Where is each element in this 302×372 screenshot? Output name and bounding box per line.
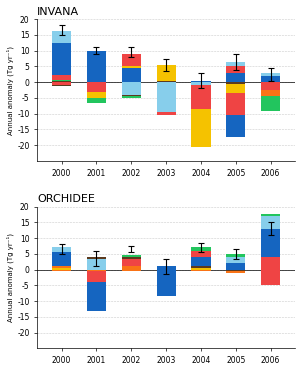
Bar [226, 62, 246, 67]
Bar [191, 251, 210, 257]
Bar [122, 270, 141, 271]
Bar [226, 82, 246, 84]
Bar [122, 54, 141, 67]
Bar [261, 216, 280, 228]
Bar [87, 259, 106, 270]
Bar [191, 268, 210, 270]
Bar [122, 259, 141, 266]
Bar [226, 271, 246, 273]
Y-axis label: Annual anomaly (Tg yr⁻¹): Annual anomaly (Tg yr⁻¹) [7, 233, 14, 322]
Bar [191, 247, 210, 251]
Bar [226, 257, 246, 263]
Bar [87, 270, 106, 271]
Bar [52, 44, 71, 75]
Bar [87, 92, 106, 98]
Bar [122, 96, 141, 98]
Bar [226, 84, 246, 93]
Bar [191, 257, 210, 266]
Bar [122, 82, 141, 95]
Bar [226, 263, 246, 270]
Text: INVANA: INVANA [37, 7, 79, 17]
Bar [122, 257, 141, 259]
Bar [261, 96, 280, 110]
Bar [261, 73, 280, 76]
Bar [191, 109, 210, 147]
Bar [52, 75, 71, 80]
Bar [261, 257, 280, 270]
Bar [122, 256, 141, 257]
Bar [52, 82, 71, 85]
Bar [52, 80, 71, 81]
Bar [52, 31, 71, 44]
Bar [226, 73, 246, 82]
Bar [52, 266, 71, 268]
Bar [52, 247, 71, 252]
Bar [191, 266, 210, 268]
Bar [122, 67, 141, 68]
Bar [87, 82, 106, 92]
Bar [226, 115, 246, 137]
Bar [261, 214, 280, 216]
Bar [156, 266, 176, 270]
Bar [122, 68, 141, 82]
Y-axis label: Annual anomaly (Tg yr⁻¹): Annual anomaly (Tg yr⁻¹) [7, 45, 14, 135]
Bar [87, 98, 106, 103]
Bar [226, 67, 246, 73]
Bar [122, 266, 141, 270]
Bar [261, 76, 280, 82]
Bar [156, 65, 176, 81]
Bar [52, 270, 71, 271]
Bar [226, 254, 246, 257]
Bar [226, 93, 246, 115]
Bar [87, 271, 106, 282]
Bar [156, 270, 176, 296]
Bar [52, 268, 71, 270]
Bar [191, 81, 210, 82]
Bar [191, 270, 210, 271]
Bar [52, 252, 71, 266]
Bar [87, 51, 106, 82]
Bar [261, 270, 280, 285]
Bar [261, 90, 280, 96]
Bar [156, 112, 176, 115]
Bar [156, 82, 176, 112]
Bar [87, 282, 106, 311]
Bar [52, 81, 71, 82]
Bar [87, 257, 106, 259]
Bar [156, 81, 176, 82]
Bar [261, 82, 280, 90]
Bar [52, 85, 71, 86]
Bar [191, 85, 210, 109]
Bar [191, 82, 210, 85]
Text: ORCHIDEE: ORCHIDEE [37, 194, 95, 204]
Bar [261, 228, 280, 257]
Bar [122, 95, 141, 96]
Bar [226, 270, 246, 271]
